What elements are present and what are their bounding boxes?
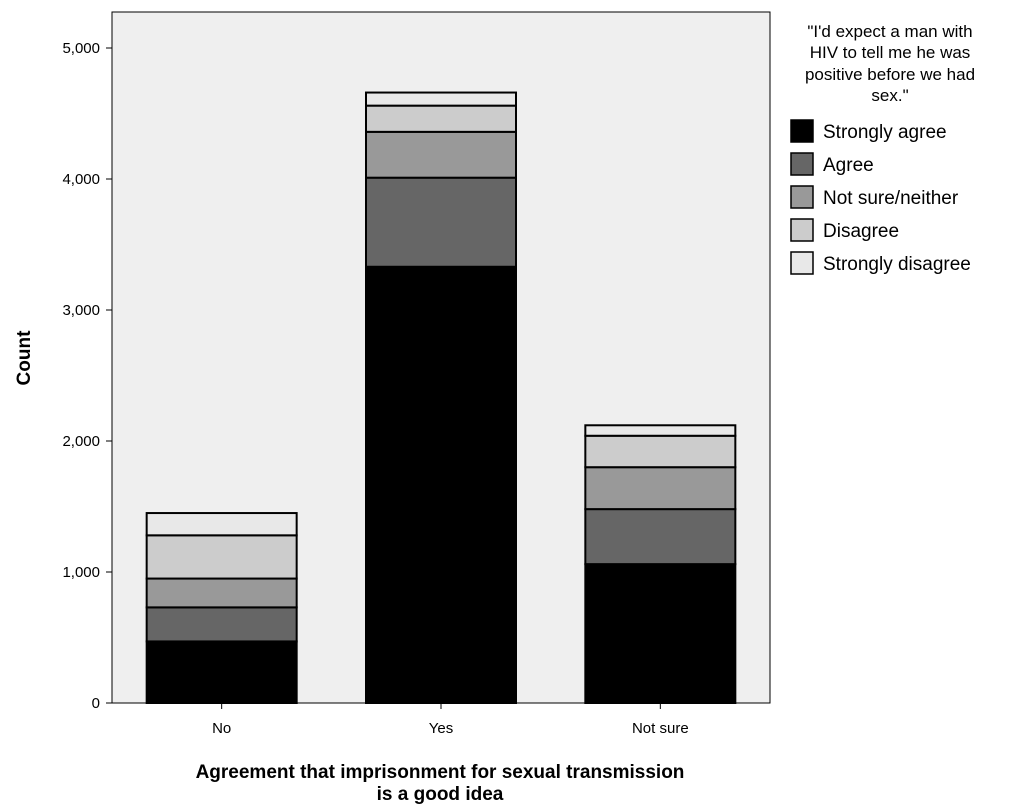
x-tick-label: No xyxy=(212,720,231,737)
bar-segment xyxy=(145,577,298,609)
y-tick-label: 2,000 xyxy=(62,433,100,450)
legend-swatch xyxy=(790,152,814,176)
y-tick-label: 3,000 xyxy=(62,302,100,319)
bar-segment xyxy=(145,534,298,580)
bar-segment xyxy=(584,508,737,566)
bar-segment xyxy=(145,606,298,643)
legend-swatch xyxy=(790,185,814,209)
x-tick-label: Not sure xyxy=(632,720,689,737)
legend-label: Agree xyxy=(823,155,874,176)
y-tick-label: 1,000 xyxy=(62,564,100,581)
legend-title-line-2: HIV to tell me he was xyxy=(810,43,971,62)
bar-segment xyxy=(145,640,298,704)
x-axis: No Yes Not sure xyxy=(212,703,689,737)
y-tick-label: 0 xyxy=(92,695,100,712)
legend-items: Strongly agree Agree Not sure/neither Disag… xyxy=(790,119,971,275)
bar-segment xyxy=(584,424,737,437)
bar-segment xyxy=(365,91,517,107)
legend-title-line-3: positive before we had xyxy=(805,65,975,84)
bar-segment xyxy=(365,176,517,268)
legend-label: Disagree xyxy=(823,221,899,242)
bars-group xyxy=(145,91,737,705)
y-tick-label: 5,000 xyxy=(62,40,100,57)
legend-label: Not sure/neither xyxy=(823,188,959,209)
legend-swatch xyxy=(790,218,814,242)
legend-label: Strongly disagree xyxy=(823,254,971,275)
x-axis-title-line-2: is a good idea xyxy=(377,784,504,805)
bar-segment xyxy=(365,104,517,133)
bar-segment xyxy=(584,434,737,469)
bar-segment xyxy=(584,466,737,511)
x-tick-label: Yes xyxy=(429,720,453,737)
y-axis-title: Count xyxy=(14,330,35,386)
bar-segment xyxy=(365,265,517,704)
bar-segment xyxy=(584,563,737,705)
y-axis: 0 1,000 2,000 3,000 4,000 5,000 xyxy=(62,40,112,712)
legend-swatch xyxy=(790,251,814,275)
bar-segment xyxy=(365,130,517,179)
legend: "I'd expect a man with HIV to tell me he… xyxy=(790,22,975,275)
legend-title-line-1: "I'd expect a man with xyxy=(807,22,972,41)
x-axis-title-line-1: Agreement that imprisonment for sexual t… xyxy=(196,762,685,783)
legend-title-line-4: sex." xyxy=(871,86,908,105)
legend-label: Strongly agree xyxy=(823,122,947,143)
y-tick-label: 4,000 xyxy=(62,171,100,188)
legend-swatch xyxy=(790,119,814,143)
bar-segment xyxy=(145,512,298,537)
